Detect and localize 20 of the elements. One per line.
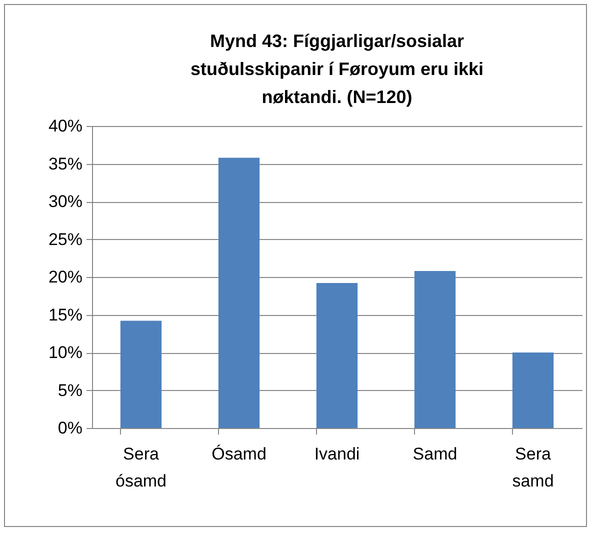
bar [218, 158, 260, 428]
y-tick-label: 20% [48, 268, 82, 286]
y-tick-label: 35% [48, 154, 82, 174]
y-tick-label: 15% [48, 305, 82, 324]
y-tick-label: 25% [48, 230, 82, 249]
x-tick-label: Ivandi [314, 444, 360, 464]
y-tick-label: 5% [58, 380, 82, 400]
bar [512, 352, 554, 428]
bar [316, 283, 358, 428]
bar [414, 270, 456, 428]
y-tick-label: 0% [58, 418, 82, 438]
chart-title: Mynd 43: Fíggjarligar/sosialar stuðulsskipanir í Føroyum eru ikki nøktandi. (N=120) [190, 31, 484, 107]
x-tick-label: Sera samd [512, 444, 554, 490]
x-tick-label: Sera ósamd [115, 444, 167, 490]
bar [120, 320, 162, 428]
y-tick-label: 30% [48, 192, 82, 211]
y-tick-label: 10% [48, 343, 82, 362]
x-tick-label: Samd [412, 444, 458, 464]
x-tick-label: Ósamd [212, 444, 266, 464]
y-tick-label: 40% [48, 116, 82, 136]
